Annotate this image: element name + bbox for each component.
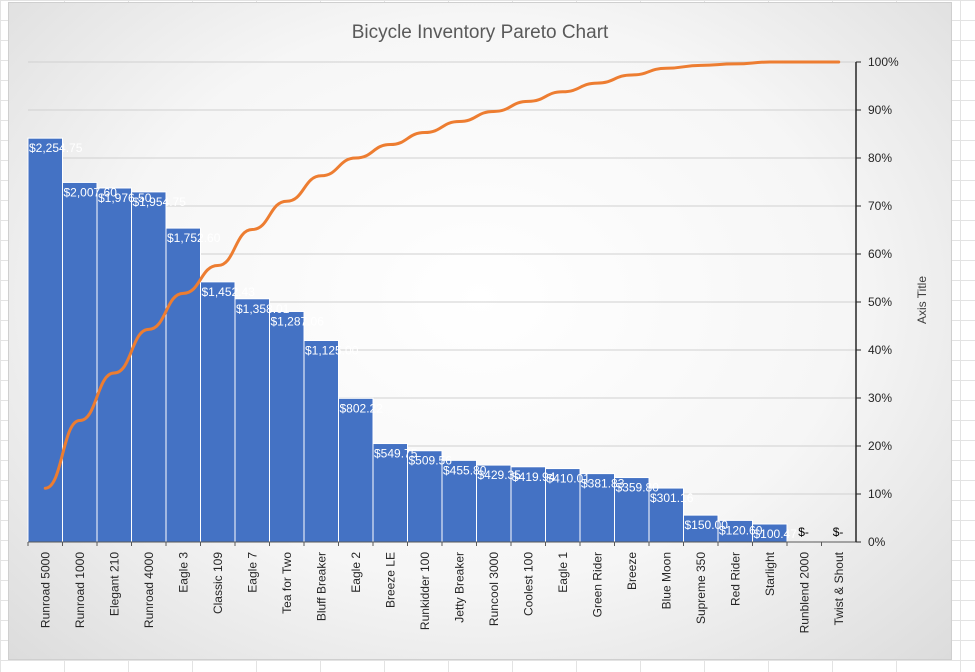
bar (545, 468, 581, 543)
bar (27, 137, 63, 543)
data-label: $381.83 (581, 477, 625, 491)
bar (131, 191, 167, 543)
chart-title: Bicycle Inventory Pareto Chart (352, 22, 609, 43)
x-tick-label: Runblend 2000 (797, 552, 811, 634)
bar (510, 466, 546, 543)
data-label: $549.75 (374, 447, 418, 461)
cumulative-line-series (43, 60, 841, 490)
cumulative-line (43, 60, 841, 490)
data-label: $100.47 (754, 527, 798, 541)
x-tick-label: Coolest 100 (521, 552, 535, 616)
y-tick-label: 40% (868, 343, 892, 357)
secondary-axis-title: Axis Title (915, 276, 929, 324)
data-label: $1,954.75 (133, 195, 187, 209)
data-label: $301.16 (650, 491, 694, 505)
bar (476, 464, 512, 543)
x-tick-label: Elegant 210 (107, 552, 121, 616)
x-tick-label: Bluff Breaker (314, 552, 328, 621)
data-label: $455.80 (443, 463, 487, 477)
x-tick-label: Runroad 1000 (73, 552, 87, 628)
y-tick-label: 90% (868, 103, 892, 117)
data-label: $802.22 (340, 401, 384, 415)
bar (683, 514, 719, 543)
data-label: $120.60 (719, 523, 763, 537)
bar (165, 227, 201, 543)
x-tick-label: Eagle 1 (556, 552, 570, 593)
data-label: $419.94 (512, 470, 556, 484)
data-label: $359.80 (616, 481, 660, 495)
y-tick-label: 0% (868, 535, 886, 549)
data-label: $2,254.75 (29, 141, 83, 155)
x-tick-label: Runcool 3000 (487, 552, 501, 626)
x-tick-label: Eagle 7 (245, 552, 259, 593)
bar (234, 298, 270, 543)
data-label: $1,976.50 (98, 191, 152, 205)
y-tick-label: 100% (868, 55, 899, 69)
y-tick-label: 10% (868, 487, 892, 501)
data-label: $1,125.00 (305, 344, 359, 358)
x-tick-label: Classic 109 (211, 552, 225, 614)
data-label: $2,007.60 (64, 185, 118, 199)
y-tick-label: 80% (868, 151, 892, 165)
data-label: $1,287.06 (271, 314, 325, 328)
x-tick-label: Breeze LE (383, 552, 397, 608)
y-tick-label: 50% (868, 295, 892, 309)
x-tick-label: Breeze (625, 552, 639, 590)
data-label: $- (798, 525, 809, 539)
x-tick-label: Eagle 2 (349, 552, 363, 593)
x-tick-label: Twist & Shout (832, 551, 846, 625)
bar (614, 477, 650, 543)
bar (269, 310, 305, 543)
data-label: $410.01 (547, 472, 591, 486)
bar-series (27, 137, 788, 543)
bar (62, 181, 98, 543)
x-tick-label: Green Rider (590, 552, 604, 617)
x-tick-label: Starlight (763, 551, 777, 596)
x-axis-ticks: Runroad 5000 Runroad 1000 Elegant 210 Runro… (27, 542, 846, 634)
data-label: $1,358.01 (236, 302, 290, 316)
bar (303, 340, 339, 543)
data-label: $1,752.60 (167, 231, 221, 245)
data-label: $1,452.43 (202, 285, 256, 299)
x-tick-label: Blue Moon (659, 552, 673, 609)
x-tick-label: Runkidder 100 (418, 552, 432, 630)
x-tick-label: Eagle 3 (176, 552, 190, 593)
data-label: $- (833, 525, 844, 539)
data-label: $429.35 (478, 468, 522, 482)
x-tick-label: Red Rider (728, 552, 742, 606)
bar (200, 281, 236, 543)
y-tick-label: 60% (868, 247, 892, 261)
data-label: $150.00 (685, 518, 729, 532)
x-tick-label: Supreme 350 (694, 552, 708, 624)
data-labels: $2,254.75 $2,007.60$1,976.50$1,954.75 $1,7… (29, 141, 843, 541)
y-tick-label: 70% (868, 199, 892, 213)
data-label: $509.56 (409, 454, 453, 468)
secondary-y-axis-ticks: 0% 10% 20% 30% 40% 50% 60% 70% 80% 90% 100% (856, 55, 899, 549)
x-tick-label: Runroad 4000 (142, 552, 156, 628)
bar (338, 397, 374, 543)
x-tick-label: Tea for Two (280, 552, 294, 614)
y-tick-label: 30% (868, 391, 892, 405)
x-tick-label: Jetty Breaker (452, 552, 466, 623)
y-tick-label: 20% (868, 439, 892, 453)
x-tick-label: Runroad 5000 (38, 552, 52, 628)
